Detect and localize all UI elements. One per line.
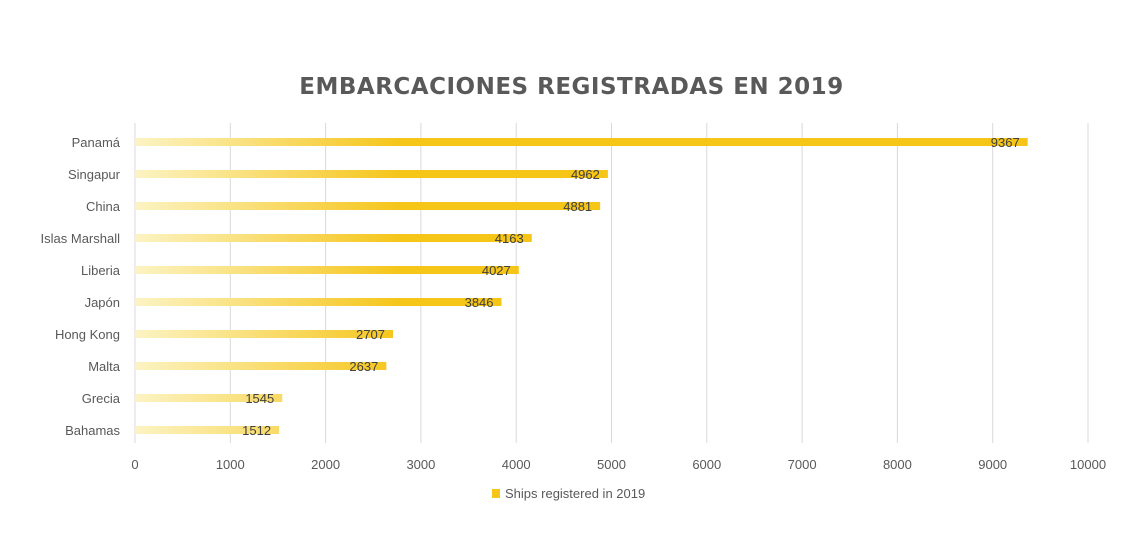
y-tick-label: Bahamas [65, 423, 120, 438]
y-tick-label: Liberia [81, 263, 121, 278]
data-label: 9367 [991, 135, 1020, 150]
bar [135, 394, 283, 402]
data-label: 3846 [465, 295, 494, 310]
y-tick-label: Panamá [72, 135, 121, 150]
chart-title: EMBARCACIONES REGISTRADAS EN 2019 [299, 74, 844, 100]
x-tick-label: 8000 [883, 457, 912, 472]
bar [135, 330, 393, 338]
bar [135, 362, 387, 370]
x-tick-label: 1000 [216, 457, 245, 472]
y-tick-label: China [86, 199, 121, 214]
data-label: 4881 [563, 199, 592, 214]
legend-label: Ships registered in 2019 [505, 486, 645, 501]
x-tick-label: 6000 [692, 457, 721, 472]
data-label: 1512 [242, 423, 271, 438]
bar [135, 266, 519, 274]
data-label: 4962 [571, 167, 600, 182]
x-tick-label: 2000 [311, 457, 340, 472]
legend-swatch [492, 489, 500, 498]
x-tick-label: 7000 [788, 457, 817, 472]
x-tick-label: 5000 [597, 457, 626, 472]
y-tick-label: Islas Marshall [41, 231, 121, 246]
x-tick-label: 3000 [406, 457, 435, 472]
bar [135, 202, 601, 210]
data-label: 2707 [356, 327, 385, 342]
bar [135, 426, 280, 434]
y-tick-label: Japón [85, 295, 120, 310]
data-label: 4027 [482, 263, 511, 278]
x-tick-label: 4000 [502, 457, 531, 472]
x-tick-label: 0 [131, 457, 138, 472]
bar [135, 138, 1028, 146]
bar [135, 234, 532, 242]
y-tick-label: Singapur [68, 167, 121, 182]
bar [135, 170, 608, 178]
x-tick-label: 10000 [1070, 457, 1106, 472]
bar [135, 298, 502, 306]
data-label: 1545 [245, 391, 274, 406]
x-tick-label: 9000 [978, 457, 1007, 472]
y-tick-label: Hong Kong [55, 327, 120, 342]
y-tick-label: Grecia [82, 391, 121, 406]
data-label: 2637 [349, 359, 378, 374]
y-tick-label: Malta [88, 359, 121, 374]
data-label: 4163 [495, 231, 524, 246]
